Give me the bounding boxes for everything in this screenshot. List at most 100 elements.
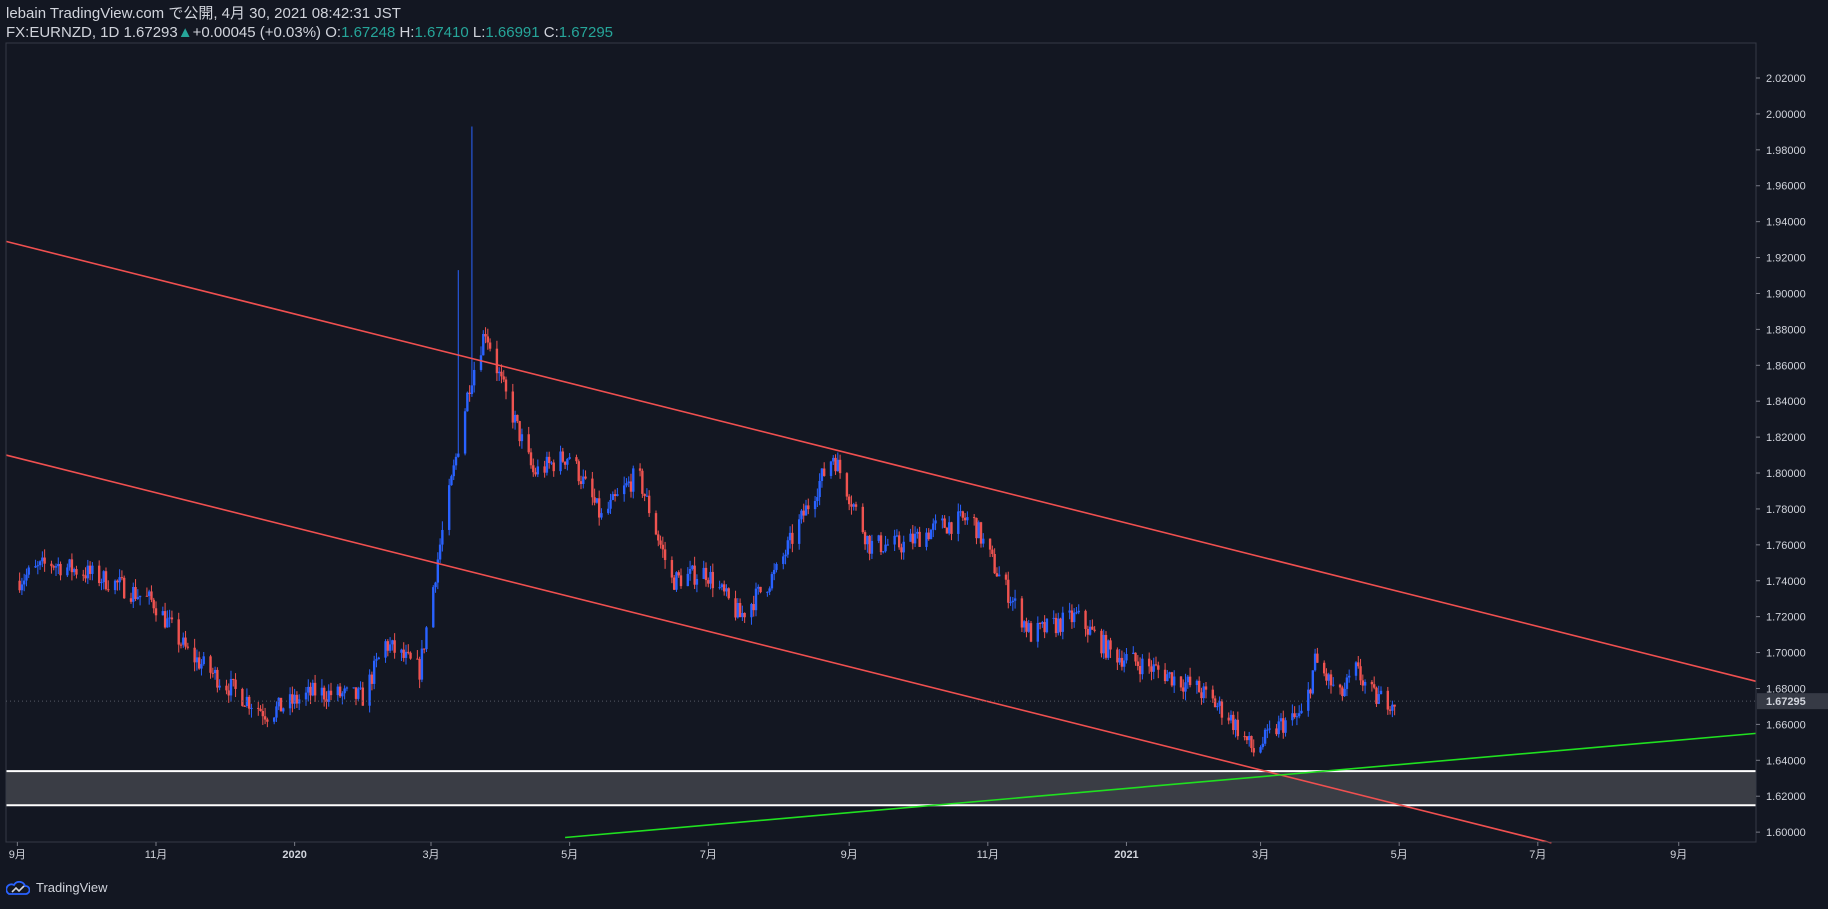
candle-body	[502, 376, 505, 380]
candle-body	[1168, 672, 1171, 675]
candle-body	[113, 580, 117, 591]
candle-body	[1200, 692, 1203, 699]
candle-body	[766, 591, 769, 593]
candle-body	[822, 468, 826, 476]
candle-body	[200, 664, 203, 669]
close-label: C:	[543, 24, 559, 41]
y-tick-label: 1.60000	[1766, 827, 1806, 839]
candle-body	[122, 577, 126, 599]
candle-body	[218, 685, 221, 688]
x-tick-label: 2020	[282, 849, 306, 861]
open-label: O:	[325, 24, 342, 41]
candle-body	[882, 551, 885, 553]
candle-body	[472, 369, 476, 386]
candle-body	[116, 580, 119, 583]
x-tick-label: 5月	[561, 849, 578, 861]
candle-body	[450, 476, 453, 486]
candle-body	[1243, 736, 1246, 738]
trend-lines	[5, 240, 1757, 844]
candle-body	[454, 456, 458, 466]
candle-body	[925, 532, 928, 547]
candle-body	[893, 535, 896, 545]
candle-body	[1116, 649, 1119, 663]
candle-body	[1138, 666, 1142, 675]
candle-body	[861, 506, 865, 533]
candle-body	[1227, 717, 1230, 721]
candle-body	[1150, 666, 1153, 672]
candle-body	[322, 687, 326, 700]
x-tick-label: 9月	[9, 849, 26, 861]
candle-body	[1109, 640, 1112, 650]
candle-body	[261, 711, 265, 717]
candle-body	[320, 687, 324, 696]
candle-body	[1343, 688, 1346, 697]
candle-body	[177, 619, 180, 645]
candle-body	[372, 660, 376, 684]
candle-body	[420, 648, 424, 680]
candle-body	[1388, 709, 1392, 711]
candle-body	[657, 534, 660, 541]
candle-body	[504, 379, 508, 392]
candle-body	[161, 611, 165, 616]
candle-body	[759, 586, 762, 593]
y-tick-label: 1.96000	[1766, 181, 1806, 193]
x-tick-label: 7月	[1529, 849, 1546, 861]
candle-body	[327, 690, 330, 702]
candle-body	[1263, 729, 1267, 744]
candle-body	[20, 584, 24, 591]
candle-body	[452, 465, 455, 477]
candle-body	[225, 685, 228, 691]
candle-body	[577, 461, 580, 482]
candle-body	[145, 595, 149, 597]
candle-body	[929, 529, 933, 540]
candle-body	[1250, 735, 1253, 749]
candle-body	[466, 392, 469, 412]
candle-body	[41, 557, 44, 562]
candle-body	[259, 708, 262, 712]
y-tick-label: 1.98000	[1766, 145, 1806, 157]
candle-body	[402, 649, 405, 658]
candle-body	[845, 473, 849, 497]
candle-body	[297, 699, 301, 704]
candle-body	[102, 571, 105, 583]
candle-body	[597, 498, 601, 518]
candle-body	[311, 682, 315, 696]
candle-body	[797, 519, 801, 544]
candle-body	[1245, 736, 1249, 741]
candle-body	[1361, 680, 1365, 686]
candle-body	[313, 682, 317, 696]
open-value: 1.67248	[341, 24, 396, 41]
y-tick-label: 1.86000	[1766, 360, 1806, 372]
low-value: 1.66991	[485, 24, 540, 41]
y-tick-label: 1.94000	[1766, 217, 1806, 229]
candle-body	[1300, 710, 1303, 714]
candle-body	[693, 565, 696, 585]
candle-body	[1188, 676, 1192, 686]
candle-body	[807, 505, 810, 510]
candle-body	[1359, 666, 1362, 681]
candle-body	[293, 694, 296, 704]
candle-body	[1338, 684, 1342, 688]
candle-body	[1061, 612, 1065, 632]
candle-body	[436, 559, 440, 583]
up-arrow-icon: ▲	[177, 24, 193, 41]
candle-body	[441, 529, 444, 545]
candle-body	[70, 559, 74, 573]
candle-body	[468, 392, 471, 394]
symbol-label[interactable]: FX:EURNZD, 1D	[6, 24, 120, 41]
candle-body	[816, 497, 819, 502]
candle-body	[545, 456, 549, 473]
candle-body	[400, 649, 403, 653]
candle-body	[663, 549, 667, 561]
candle-body	[991, 549, 994, 554]
high-value: 1.67410	[414, 24, 469, 41]
candle-body	[1284, 720, 1287, 733]
candle-body	[1179, 676, 1183, 688]
candle-body	[754, 588, 758, 611]
candle-body	[829, 461, 833, 476]
tradingview-logo[interactable]: TradingView	[6, 880, 108, 895]
candle-body	[575, 457, 578, 462]
candle-body	[88, 565, 92, 574]
candle-body	[1291, 713, 1294, 721]
